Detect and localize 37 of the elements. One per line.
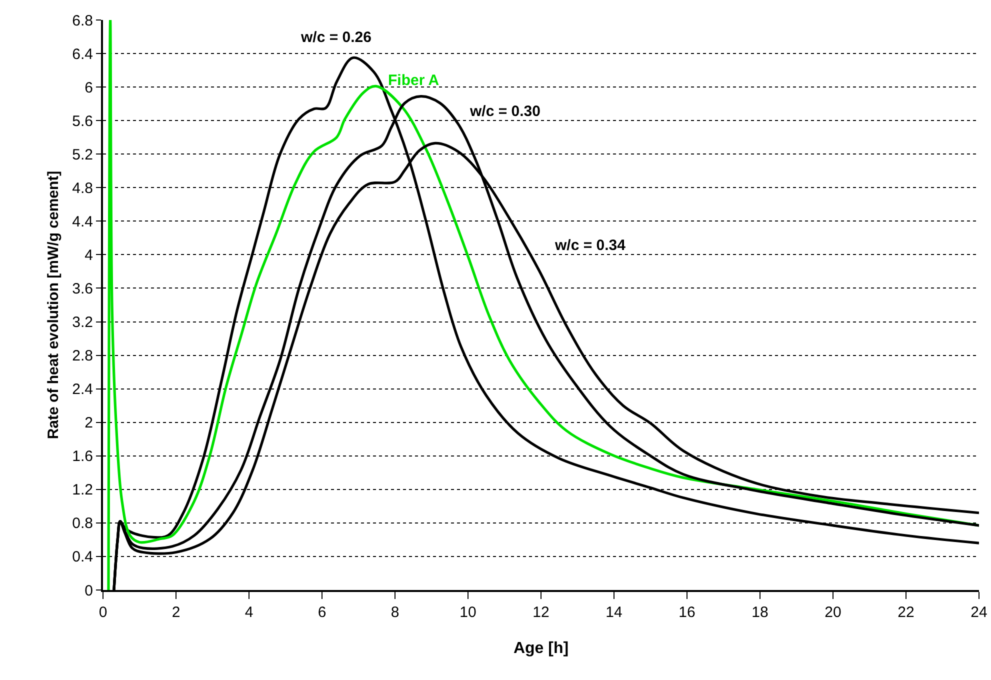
y-tick-label: 4.8 xyxy=(72,180,93,197)
y-tick-label: 0.4 xyxy=(72,548,93,566)
x-axis-title: Age [h] xyxy=(513,640,569,658)
y-tick-label: 2.8 xyxy=(72,348,93,365)
x-tick-label: 14 xyxy=(606,604,622,621)
x-tick-label: 6 xyxy=(318,604,326,621)
y-tick-label: 6.4 xyxy=(72,46,93,63)
x-tick-label: 10 xyxy=(460,604,476,621)
y-tick-label: 5.6 xyxy=(72,112,93,130)
y-tick-label: 3.2 xyxy=(72,314,93,332)
x-tick-label: 22 xyxy=(898,604,914,621)
series-label: Fiber A xyxy=(388,72,440,89)
y-tick-label: 6.8 xyxy=(72,12,93,30)
x-tick-label: 20 xyxy=(824,604,842,621)
x-tick-label: 18 xyxy=(752,604,768,621)
y-tick-label: 1.2 xyxy=(72,482,93,499)
x-tick-label: 4 xyxy=(244,604,254,621)
series-label: w/c = 0.30 xyxy=(469,103,540,120)
y-tick-label: 0 xyxy=(84,582,93,600)
series-label: w/c = 0.26 xyxy=(300,29,372,46)
x-tick-label: 2 xyxy=(172,604,180,621)
x-tick-label: 8 xyxy=(390,604,400,621)
y-tick-label: 4.4 xyxy=(72,213,93,230)
series-label: w/c = 0.34 xyxy=(554,237,626,254)
y-tick-label: 2 xyxy=(84,414,93,432)
x-tick-label: 16 xyxy=(678,604,696,621)
y-tick-label: 4 xyxy=(84,246,93,264)
x-tick-label: 0 xyxy=(98,604,108,621)
y-axis-title: Rate of heat evolution [mW/g cement] xyxy=(44,170,62,440)
y-tick-label: 3.6 xyxy=(72,280,93,298)
y-tick-label: 1.6 xyxy=(72,448,93,466)
y-tick-label: 5.2 xyxy=(72,146,93,164)
y-tick-label: 0.8 xyxy=(72,515,93,532)
x-tick-label: 24 xyxy=(970,604,988,621)
y-tick-label: 6 xyxy=(84,79,93,96)
x-tick-label: 12 xyxy=(532,604,550,621)
y-tick-label: 2.4 xyxy=(72,381,93,398)
